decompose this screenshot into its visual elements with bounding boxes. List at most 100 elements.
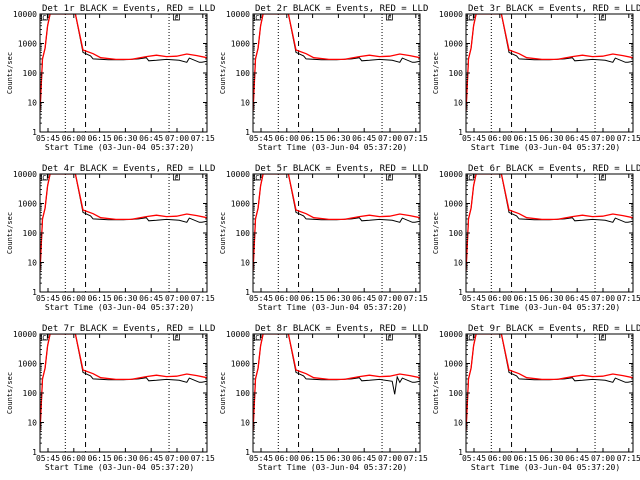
y-tick-label: 10: [27, 419, 37, 428]
y-axis-label: Counts/sec: [432, 212, 440, 254]
c-marker-label: C: [255, 174, 259, 182]
y-tick-label: 1000: [231, 40, 250, 49]
x-tick-label: 06:00: [62, 454, 86, 463]
y-tick-label: 1: [32, 128, 37, 137]
x-tick-label: 06:15: [514, 294, 538, 303]
x-tick-label: 06:15: [88, 294, 112, 303]
y-axis-label: Counts/sec: [6, 372, 14, 414]
x-tick-label: 07:00: [378, 294, 402, 303]
y-axis-label: Counts/sec: [6, 212, 14, 254]
x-tick-label: 07:00: [378, 134, 402, 143]
y-tick-label: 10: [27, 99, 37, 108]
series-line-lld: [40, 14, 207, 112]
c-marker-label: C: [174, 174, 178, 182]
y-tick-label: 1000: [444, 40, 463, 49]
chart-title: Det 4r BLACK = Events, RED = LLD: [42, 164, 215, 174]
c-marker-label: C: [42, 174, 46, 182]
y-tick-label: 1000: [444, 360, 463, 369]
y-tick-label: 100: [236, 229, 251, 238]
y-tick-label: 10: [453, 259, 463, 268]
c-marker-label: C: [387, 14, 391, 22]
x-tick-label: 07:15: [191, 134, 215, 143]
x-tick-label: 06:45: [565, 134, 589, 143]
chart-title: Det 2r BLACK = Events, RED = LLD: [255, 4, 428, 14]
x-tick-label: 06:45: [565, 294, 589, 303]
y-tick-label: 1: [245, 448, 250, 457]
y-tick-label: 100: [449, 69, 464, 78]
x-tick-label: 06:00: [488, 134, 512, 143]
x-tick-label: 06:30: [113, 454, 137, 463]
c-marker-label: C: [387, 334, 391, 342]
x-tick-label: 06:45: [139, 454, 163, 463]
y-tick-label: 10000: [226, 330, 250, 339]
x-axis-label: Start Time (03-Jun-04 05:37:20): [45, 463, 194, 472]
c-marker-label: C: [255, 14, 259, 22]
x-tick-label: 06:15: [88, 454, 112, 463]
y-tick-label: 100: [449, 389, 464, 398]
y-tick-label: 1: [32, 448, 37, 457]
x-tick-label: 07:00: [591, 134, 615, 143]
y-tick-label: 10000: [439, 170, 463, 179]
x-tick-label: 06:00: [62, 294, 86, 303]
x-tick-label: 05:45: [36, 134, 60, 143]
x-tick-label: 07:15: [404, 454, 428, 463]
y-tick-label: 10: [240, 259, 250, 268]
x-tick-label: 06:45: [565, 454, 589, 463]
x-tick-label: 06:00: [488, 294, 512, 303]
y-tick-label: 1: [458, 128, 463, 137]
x-tick-label: 06:45: [352, 134, 376, 143]
x-tick-label: 06:30: [326, 134, 350, 143]
y-axis-label: Counts/sec: [432, 372, 440, 414]
series-line-lld: [40, 334, 207, 432]
x-tick-label: 06:15: [301, 454, 325, 463]
x-tick-label: 06:30: [539, 294, 563, 303]
x-tick-label: 07:15: [191, 454, 215, 463]
x-tick-label: 07:00: [165, 294, 189, 303]
y-tick-label: 100: [236, 389, 251, 398]
x-tick-label: 06:15: [301, 134, 325, 143]
x-tick-label: 07:00: [165, 454, 189, 463]
x-tick-label: 06:00: [62, 134, 86, 143]
y-tick-label: 10000: [439, 10, 463, 19]
x-tick-label: 06:45: [352, 294, 376, 303]
c-marker-label: C: [600, 334, 604, 342]
y-tick-label: 1000: [18, 360, 37, 369]
plot-frame: [465, 173, 634, 293]
plot-frame: [39, 333, 208, 453]
c-marker-label: C: [42, 14, 46, 22]
series-line-lld: [253, 174, 420, 272]
c-marker-label: C: [600, 14, 604, 22]
y-tick-label: 1: [458, 288, 463, 297]
x-tick-label: 07:15: [617, 134, 640, 143]
c-marker-label: C: [468, 334, 472, 342]
x-tick-label: 07:15: [404, 134, 428, 143]
x-tick-label: 07:15: [404, 294, 428, 303]
x-tick-label: 06:30: [113, 134, 137, 143]
x-tick-label: 05:45: [462, 134, 486, 143]
c-marker-label: C: [255, 334, 259, 342]
y-tick-label: 10: [453, 419, 463, 428]
c-marker-label: C: [387, 174, 391, 182]
x-tick-label: 06:15: [514, 454, 538, 463]
y-tick-label: 10000: [226, 10, 250, 19]
y-tick-label: 1: [458, 448, 463, 457]
x-tick-label: 06:00: [275, 294, 299, 303]
c-marker-label: C: [174, 334, 178, 342]
y-tick-label: 10000: [439, 330, 463, 339]
y-axis-label: Counts/sec: [219, 372, 227, 414]
series-line-lld: [253, 334, 420, 432]
plot-frame: [465, 333, 634, 453]
c-marker-label: C: [42, 334, 46, 342]
y-tick-label: 1000: [231, 200, 250, 209]
chart-title: Det 6r BLACK = Events, RED = LLD: [468, 164, 640, 174]
y-tick-label: 100: [23, 389, 38, 398]
x-axis-label: Start Time (03-Jun-04 05:37:20): [45, 303, 194, 312]
y-axis-label: Counts/sec: [432, 52, 440, 94]
series-line-lld: [466, 174, 633, 272]
plot-frame: [252, 173, 421, 293]
